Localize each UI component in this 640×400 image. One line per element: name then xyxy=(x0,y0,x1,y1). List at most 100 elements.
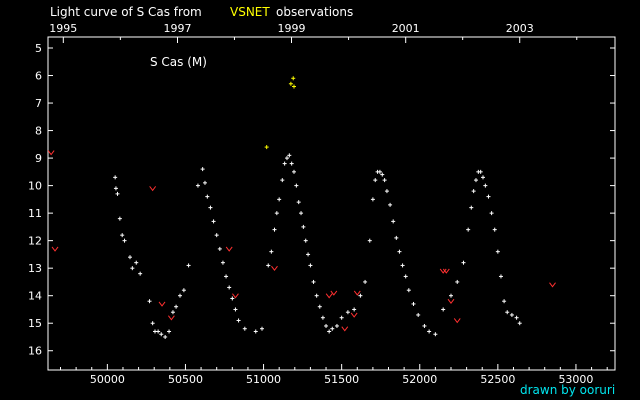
data-point xyxy=(352,307,357,312)
credit-text: drawn by ooruri xyxy=(520,383,615,397)
data-point xyxy=(277,197,282,202)
data-point xyxy=(505,310,510,315)
data-point xyxy=(370,197,375,202)
data-point xyxy=(208,205,213,210)
data-point xyxy=(473,178,478,183)
data-point xyxy=(163,334,168,339)
data-point xyxy=(274,211,279,216)
data-point xyxy=(481,175,486,180)
upper-limit-point xyxy=(350,312,358,318)
data-point xyxy=(259,326,264,331)
data-point xyxy=(299,211,304,216)
data-point xyxy=(174,304,179,309)
year-label: 1995 xyxy=(49,22,77,35)
axis-ticks xyxy=(48,37,615,370)
data-point xyxy=(306,252,311,257)
data-point xyxy=(403,274,408,279)
y-tick-label: 16 xyxy=(28,345,42,358)
year-label: 2003 xyxy=(506,22,534,35)
data-point xyxy=(288,81,293,86)
data-point xyxy=(130,266,135,271)
data-point xyxy=(269,249,274,254)
data-point xyxy=(220,260,225,265)
x-tick-labels: 50000 50500 51000 51500 52000 52500 53000 xyxy=(90,373,594,386)
data-point xyxy=(202,180,207,185)
upper-limit-point xyxy=(330,290,338,296)
data-point xyxy=(296,200,301,205)
data-point xyxy=(280,178,285,183)
upper-limit-point xyxy=(271,265,278,272)
data-point xyxy=(400,263,405,268)
upper-limit-point xyxy=(442,268,450,274)
upper-limit-point xyxy=(51,246,59,252)
data-point xyxy=(301,224,306,229)
x-tick-label: 50000 xyxy=(90,373,125,386)
year-label: 1997 xyxy=(163,22,191,35)
data-point xyxy=(317,304,322,309)
data-point xyxy=(284,156,289,161)
data-point xyxy=(330,326,335,331)
upper-limit-point xyxy=(149,186,157,192)
data-point xyxy=(489,211,494,216)
year-labels: 1995 1997 1999 2001 2003 xyxy=(49,22,533,35)
data-point xyxy=(122,238,127,243)
data-point xyxy=(230,296,235,301)
y-tick-label: 15 xyxy=(28,317,42,330)
data-point xyxy=(324,323,329,328)
data-point xyxy=(224,274,229,279)
data-point xyxy=(382,178,387,183)
data-point xyxy=(167,329,172,334)
data-point xyxy=(358,293,363,298)
data-point xyxy=(138,271,143,276)
data-point xyxy=(294,183,299,188)
data-point xyxy=(287,153,292,158)
data-point xyxy=(461,260,466,265)
upper-limit-point xyxy=(47,150,55,156)
data-point xyxy=(291,76,296,81)
data-point xyxy=(388,202,393,207)
data-point xyxy=(292,169,297,174)
data-point xyxy=(345,310,350,315)
chart-title-prefix: Light curve of S Cas from xyxy=(50,5,202,19)
data-point xyxy=(200,167,205,172)
data-point xyxy=(478,169,483,174)
upper-limit-point xyxy=(158,301,166,307)
data-point xyxy=(466,227,471,232)
data-point xyxy=(117,216,122,221)
x-tick-label: 51000 xyxy=(246,373,281,386)
upper-limit-point xyxy=(341,326,349,332)
data-point xyxy=(469,205,474,210)
data-point xyxy=(394,235,399,240)
y-tick-label: 6 xyxy=(35,70,42,83)
data-point xyxy=(170,310,175,315)
data-points xyxy=(47,76,556,339)
data-point xyxy=(115,191,120,196)
data-point xyxy=(367,238,372,243)
upper-limit-point xyxy=(225,246,233,252)
upper-limit-point xyxy=(353,290,361,296)
data-point xyxy=(502,299,507,304)
y-tick-labels: 5 6 7 8 9 10 11 12 13 14 15 16 xyxy=(28,42,42,358)
data-point xyxy=(253,329,258,334)
x-tick-label: 52500 xyxy=(480,373,515,386)
chart-title-suffix: observations xyxy=(276,5,353,19)
plot-frame xyxy=(47,36,616,371)
data-point xyxy=(266,263,271,268)
chart-title-highlight: VSNET xyxy=(230,5,270,19)
data-point xyxy=(159,332,164,337)
data-point xyxy=(205,194,210,199)
data-point xyxy=(195,183,200,188)
y-tick-label: 8 xyxy=(35,125,42,138)
data-point xyxy=(181,288,186,293)
data-point xyxy=(314,293,319,298)
data-point xyxy=(150,321,155,326)
data-point xyxy=(264,145,269,150)
data-point xyxy=(514,315,519,320)
data-point xyxy=(391,219,396,224)
data-point xyxy=(441,307,446,312)
data-point xyxy=(384,189,389,194)
data-point xyxy=(303,238,308,243)
data-point xyxy=(327,329,332,334)
